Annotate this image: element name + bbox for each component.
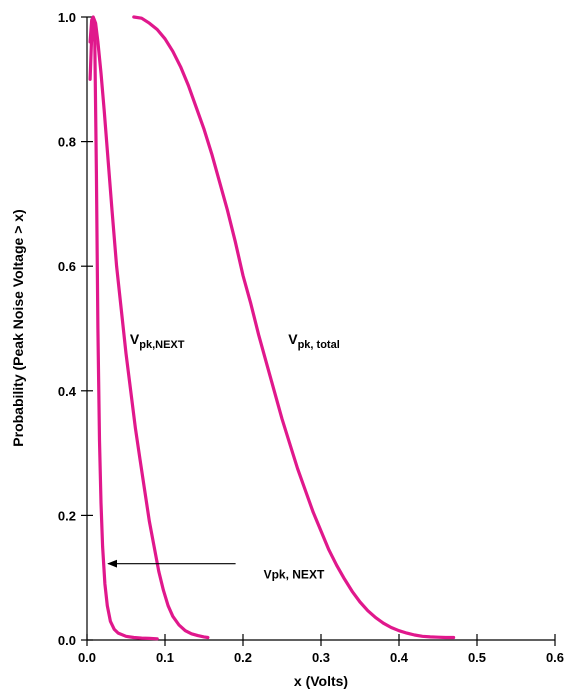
y-axis-title: Probability (Peak Noise Voltage > x)	[10, 209, 26, 446]
y-tick-label: 0.2	[58, 508, 76, 523]
y-tick-label: 0.8	[58, 135, 76, 150]
series-label-vpk-next-main: V	[130, 331, 140, 347]
series-line-inner	[88, 18, 159, 641]
series-label-vpk-total-sub: pk, total	[298, 339, 340, 351]
series-label-vpk-total: Vpk, total	[288, 331, 340, 351]
series-label-vpk-next: Vpk,NEXT	[130, 331, 185, 351]
series-line-next	[88, 15, 210, 640]
series-line-total	[132, 15, 456, 640]
annotation-label: Vpk, NEXT	[264, 568, 325, 582]
x-tick-label: 0.6	[546, 650, 564, 665]
x-axis-title: x (Volts)	[294, 673, 348, 689]
x-tick-label: 0.0	[78, 650, 96, 665]
y-tick-label: 1.0	[58, 10, 76, 25]
curves	[88, 15, 456, 641]
y-tick-label: 0.6	[58, 259, 76, 274]
x-tick-label: 0.3	[312, 650, 330, 665]
axes	[86, 17, 555, 641]
x-tick-label: 0.2	[234, 650, 252, 665]
x-tick-label: 0.5	[468, 650, 486, 665]
x-tick-label: 0.4	[390, 650, 409, 665]
y-tick-label: 0.0	[58, 633, 76, 648]
series-label-vpk-total-main: V	[288, 331, 298, 347]
y-ticks: 0.0 0.2 0.4 0.6 0.8 1.0	[58, 10, 93, 648]
x-ticks: 0.0 0.1 0.2 0.3 0.4 0.5 0.6	[78, 634, 564, 665]
series-label-vpk-next-sub: pk,NEXT	[139, 339, 185, 351]
x-tick-label: 0.1	[156, 650, 174, 665]
y-tick-label: 0.4	[58, 384, 77, 399]
